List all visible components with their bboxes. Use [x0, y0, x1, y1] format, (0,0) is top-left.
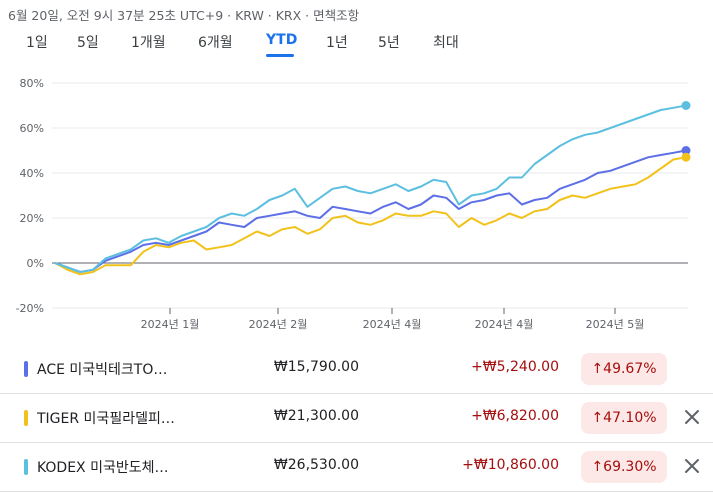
series-line — [54, 149, 687, 273]
holding-row[interactable]: TIGER 미국필라델피… ₩21,300.00 +₩6,820.00 ↑ 47.… — [0, 394, 713, 443]
tab-1y[interactable]: 1년 — [326, 35, 348, 51]
holding-row[interactable]: KODEX 미국반도체… ₩26,530.00 +₩10,860.00 ↑ 69.… — [0, 443, 713, 492]
holding-price: ₩15,790.00 — [273, 359, 359, 375]
close-icon[interactable] — [680, 405, 704, 429]
x-tick-label: 2024년 1월 — [141, 318, 200, 331]
tab-max[interactable]: 최대 — [433, 35, 459, 51]
x-tick-label: 2024년 5월 — [586, 318, 645, 331]
holding-row[interactable]: ACE 미국빅테크TO… ₩15,790.00 +₩5,240.00 ↑ 49.6… — [0, 345, 713, 394]
up-arrow-icon: ↑ — [591, 410, 604, 426]
tab-1m[interactable]: 1개월 — [131, 35, 166, 51]
y-tick-label: -20% — [16, 302, 44, 315]
tab-6m[interactable]: 6개월 — [198, 35, 233, 51]
holding-change: +₩10,860.00 — [462, 457, 559, 473]
holding-pct: 47.10% — [603, 410, 657, 426]
holding-pct-badge: ↑ 69.30% — [581, 451, 667, 483]
series-end-dot — [681, 152, 691, 162]
series-line — [54, 156, 687, 276]
holding-pct-badge: ↑ 47.10% — [581, 402, 667, 434]
x-tick-label: 2024년 2월 — [249, 318, 308, 331]
tab-ytd[interactable]: YTD — [266, 32, 298, 48]
series-color-swatch — [24, 459, 28, 475]
y-tick-label: 40% — [20, 167, 44, 180]
tab-1d[interactable]: 1일 — [26, 35, 48, 51]
holding-price: ₩21,300.00 — [273, 408, 359, 424]
close-icon[interactable] — [680, 454, 704, 478]
y-tick-label: 0% — [27, 257, 44, 270]
y-tick-label: 20% — [20, 212, 44, 225]
performance-chart[interactable]: 80% 60% 40% 20% 0% -20% 2024년 1월 2024년 2월 2024년 … — [0, 70, 713, 340]
active-tab-indicator — [266, 54, 294, 57]
series-color-swatch — [24, 361, 28, 377]
holding-pct: 69.30% — [603, 459, 657, 475]
holding-pct: 49.67% — [603, 361, 657, 377]
series-end-dot — [681, 101, 691, 110]
tab-5y[interactable]: 5년 — [378, 35, 400, 51]
y-tick-label: 80% — [20, 77, 44, 90]
x-tick-label: 2024년 4월 — [475, 318, 534, 331]
holding-change: +₩5,240.00 — [471, 359, 559, 375]
y-tick-label: 60% — [20, 122, 44, 135]
series-color-swatch — [24, 410, 28, 426]
series-line — [54, 104, 687, 273]
holding-pct-badge: ↑ 49.67% — [581, 353, 667, 385]
x-tick-label: 2024년 4월 — [363, 318, 422, 331]
series-end-dot — [681, 146, 691, 155]
up-arrow-icon: ↑ — [591, 361, 604, 377]
holding-name[interactable]: ACE 미국빅테크TO… — [37, 362, 168, 378]
holding-change: +₩6,820.00 — [471, 408, 559, 424]
range-tabs: 1일 5일 1개월 6개월 YTD 1년 5년 최대 — [0, 32, 713, 60]
up-arrow-icon: ↑ — [591, 459, 604, 475]
holding-name[interactable]: TIGER 미국필라델피… — [37, 411, 175, 427]
holding-name[interactable]: KODEX 미국반도체… — [37, 460, 169, 476]
holding-price: ₩26,530.00 — [273, 457, 359, 473]
timestamp-disclaimer: 6월 20일, 오전 9시 37분 25초 UTC+9 · KRW · KRX … — [8, 8, 360, 23]
tab-5d[interactable]: 5일 — [77, 35, 99, 51]
